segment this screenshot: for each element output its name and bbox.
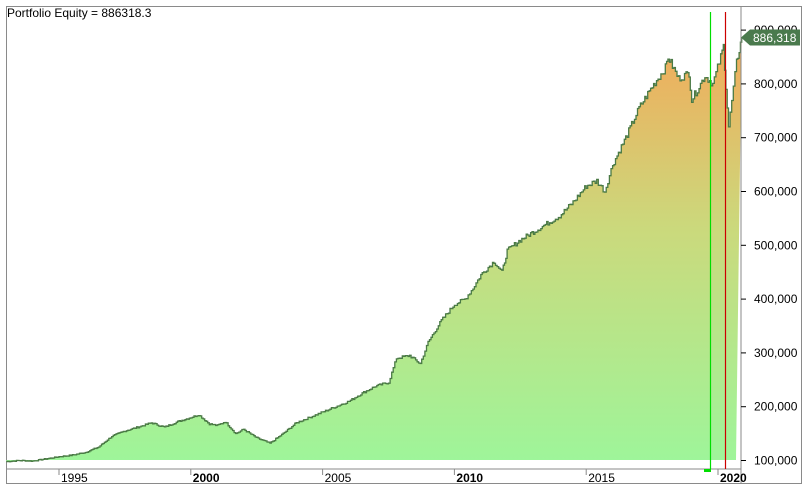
- y-tick-label: 300,000: [754, 346, 798, 360]
- y-tick-label: 800,000: [754, 77, 798, 91]
- x-tick-label: 2020: [720, 471, 747, 485]
- x-tick-label: 1995: [61, 471, 88, 485]
- x-axis: 1995 2000 2005 2010 2015 2020: [6, 468, 747, 485]
- marker-lines: [704, 12, 727, 472]
- x-tick-label: 2010: [456, 471, 483, 485]
- y-tick-label: 200,000: [754, 400, 798, 414]
- plot-area: [6, 37, 743, 463]
- x-tick-label: 2000: [193, 471, 220, 485]
- last-value-badge: 886,318: [741, 29, 800, 46]
- y-tick-label: 100,000: [754, 454, 798, 468]
- chart-title: Portfolio Equity = 886318.3: [7, 6, 152, 20]
- x-tick-label: 2005: [325, 471, 352, 485]
- y-tick-label: 700,000: [754, 131, 798, 145]
- equity-line: [6, 37, 743, 463]
- y-axis: 100,000 200,000 300,000 400,000 500,000 600,0…: [740, 6, 798, 484]
- y-tick-label: 600,000: [754, 185, 798, 199]
- equity-area-fill: [6, 37, 742, 462]
- x-tick-label: 2015: [588, 471, 615, 485]
- green-marker-tick: [704, 469, 711, 472]
- last-value-badge-shape: [741, 29, 800, 46]
- y-tick-label: 400,000: [754, 292, 798, 306]
- y-tick-label: 500,000: [754, 238, 798, 252]
- last-value-label: 886,318: [753, 31, 797, 45]
